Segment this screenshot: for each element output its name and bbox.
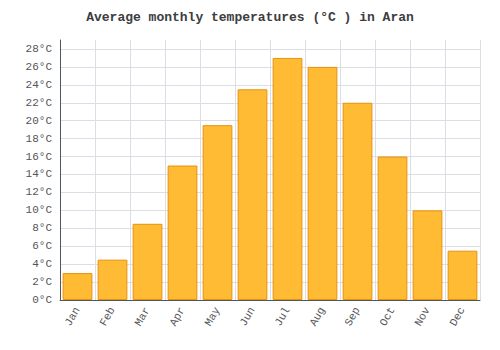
svg-text:Sep: Sep bbox=[342, 305, 362, 328]
svg-text:Jun: Jun bbox=[237, 305, 257, 328]
svg-text:14°C: 14°C bbox=[26, 168, 53, 180]
svg-text:6°C: 6°C bbox=[32, 240, 52, 252]
svg-text:22°C: 22°C bbox=[26, 97, 53, 109]
svg-text:May: May bbox=[202, 305, 222, 328]
svg-text:20°C: 20°C bbox=[26, 115, 53, 127]
svg-text:16°C: 16°C bbox=[26, 151, 53, 163]
svg-text:Mar: Mar bbox=[132, 305, 152, 328]
svg-text:28°C: 28°C bbox=[26, 43, 53, 55]
svg-text:24°C: 24°C bbox=[26, 79, 53, 91]
svg-text:0°C: 0°C bbox=[32, 294, 52, 306]
svg-text:10°C: 10°C bbox=[26, 204, 53, 216]
svg-text:Jan: Jan bbox=[62, 305, 82, 328]
svg-text:Feb: Feb bbox=[97, 305, 117, 328]
svg-text:12°C: 12°C bbox=[26, 186, 53, 198]
svg-text:Nov: Nov bbox=[412, 305, 432, 328]
svg-text:Average monthly temperatures (: Average monthly temperatures (°C ) in Ar… bbox=[86, 10, 414, 25]
svg-text:Jul: Jul bbox=[272, 305, 292, 328]
svg-text:26°C: 26°C bbox=[26, 61, 53, 73]
svg-text:8°C: 8°C bbox=[32, 222, 52, 234]
svg-text:Oct: Oct bbox=[377, 305, 397, 328]
svg-text:Dec: Dec bbox=[447, 305, 467, 328]
svg-text:4°C: 4°C bbox=[32, 258, 52, 270]
svg-text:2°C: 2°C bbox=[32, 276, 52, 288]
svg-text:Apr: Apr bbox=[167, 305, 187, 328]
svg-text:18°C: 18°C bbox=[26, 133, 53, 145]
svg-text:Aug: Aug bbox=[307, 305, 327, 328]
